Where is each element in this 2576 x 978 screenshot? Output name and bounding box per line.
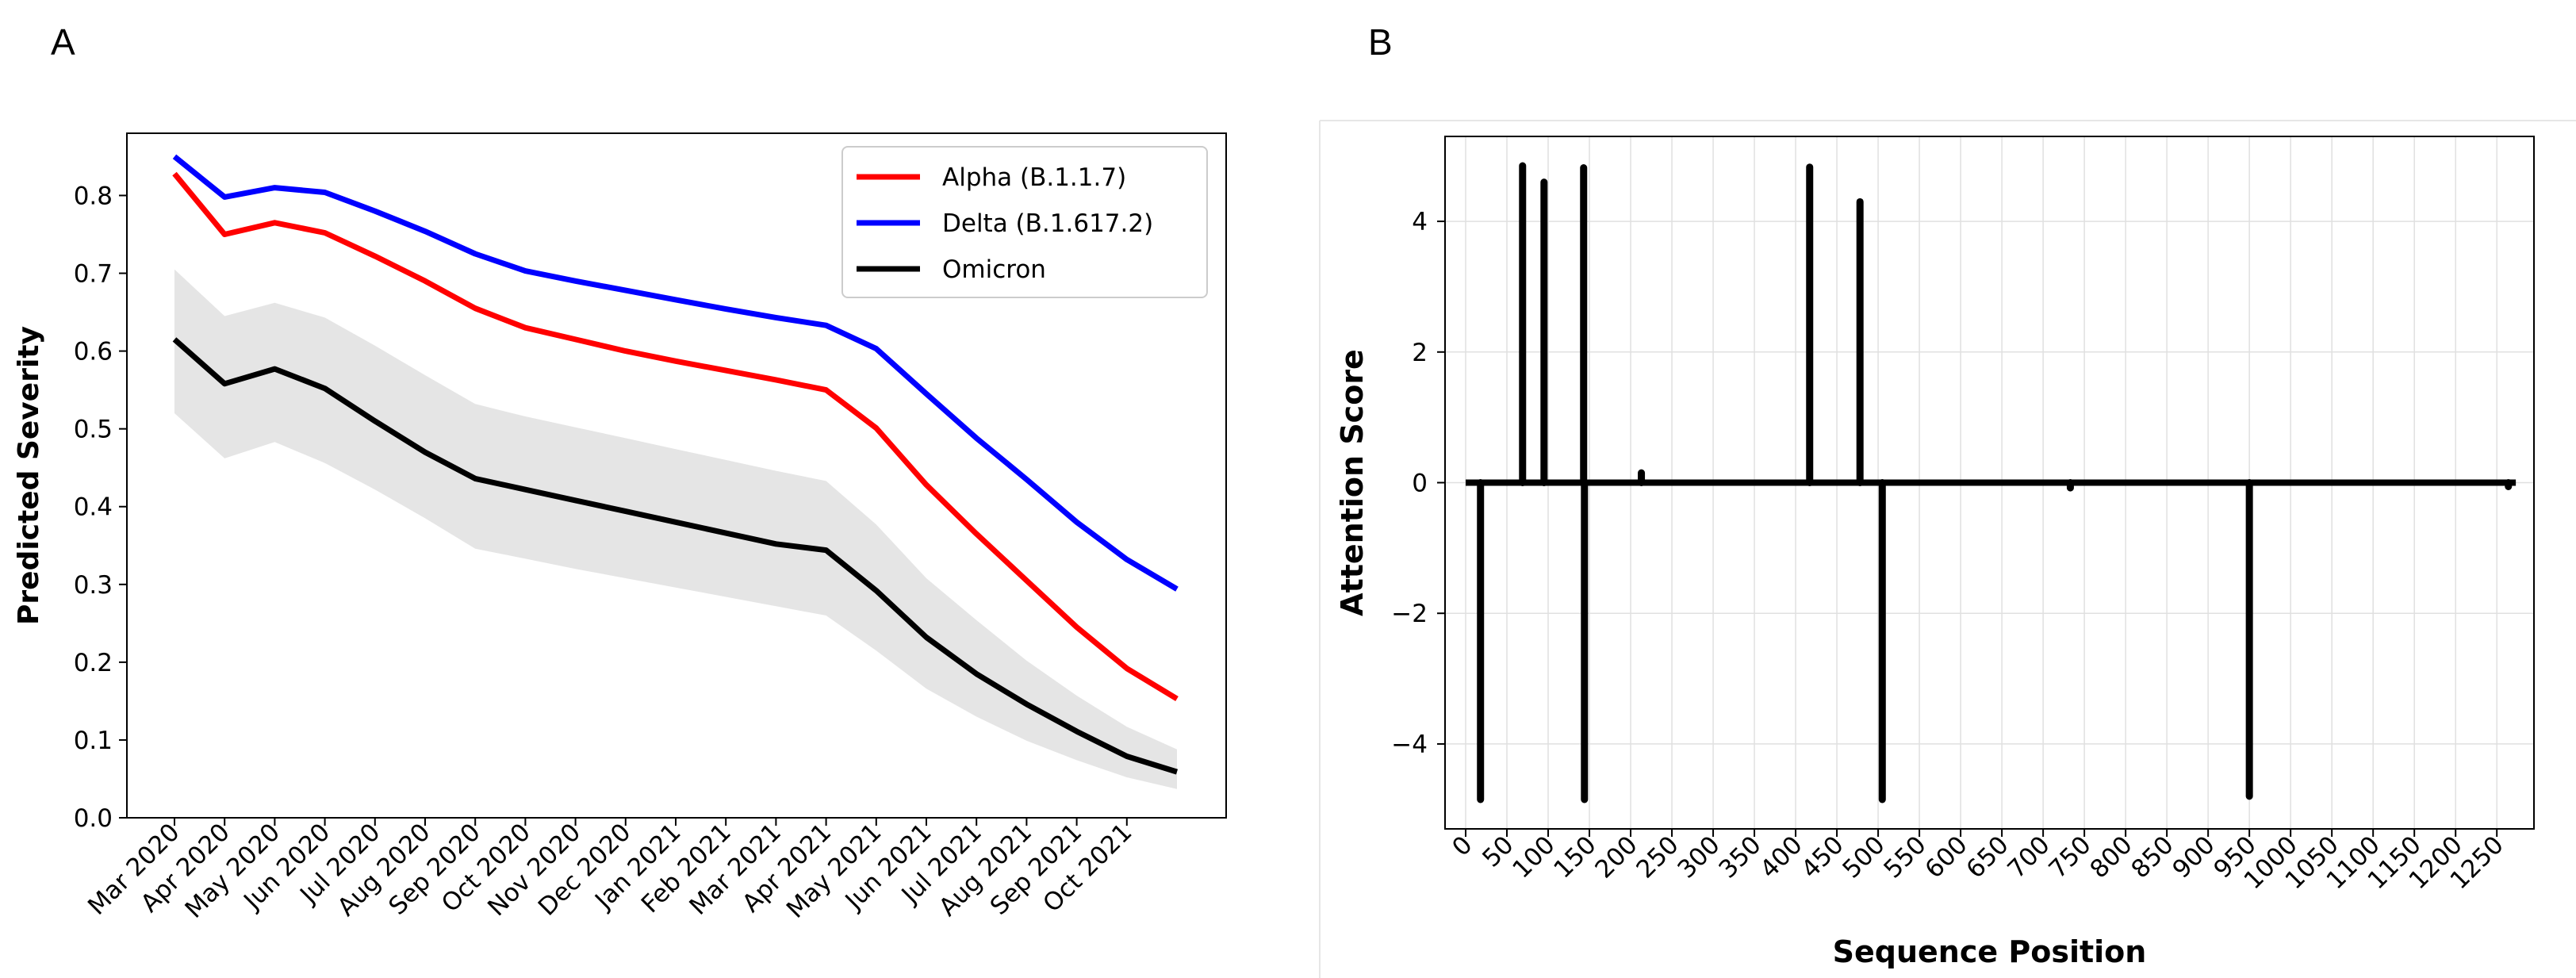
chart-a-omicron-band — [174, 269, 1177, 789]
chart-b-xtick-label: 900 — [2168, 830, 2221, 884]
chart-b-attention: −4−2024050100150200250300350400450500550… — [1319, 120, 2576, 978]
chart-a-ytick-label: 0.4 — [74, 493, 113, 522]
chart-a-legend-label: Omicron — [942, 255, 1046, 284]
chart-a-ytick-label: 0.2 — [74, 649, 113, 677]
chart-a-series-line-delta — [172, 154, 1179, 592]
chart-b-xtick-label: 550 — [1878, 830, 1931, 884]
chart-b-ytick-label: 0 — [1412, 470, 1428, 498]
chart-a-ytick-label: 0.3 — [74, 571, 113, 600]
chart-a-ytick-label: 0.0 — [74, 804, 113, 833]
chart-b-xtick-label: 300 — [1672, 830, 1725, 884]
chart-b-ytick-label: 4 — [1412, 208, 1428, 236]
chart-b-ytick-label: 2 — [1412, 339, 1428, 367]
chart-b-xtick-label: 0 — [1447, 830, 1478, 861]
chart-a-series-line-alpha — [172, 171, 1179, 701]
chart-a-ytick-label: 0.5 — [74, 416, 113, 444]
chart-a-legend-label: Alpha (B.1.1.7) — [942, 163, 1126, 192]
chart-b-xtick-label: 750 — [2043, 830, 2096, 884]
chart-b-xtick-label: 150 — [1548, 830, 1601, 884]
chart-b-xtick-label: 850 — [2126, 830, 2179, 884]
panel-label-b: B — [1368, 21, 1393, 63]
chart-b-ytick-label: −2 — [1391, 600, 1428, 628]
chart-a-ytick-label: 0.8 — [74, 182, 113, 210]
chart-b-xtick-label: 600 — [1919, 830, 1972, 884]
chart-a-ytick-label: 0.7 — [74, 260, 113, 289]
chart-a-ytick-label: 0.6 — [74, 338, 113, 366]
chart-b-xtick-label: 250 — [1631, 830, 1684, 884]
chart-b-ylabel: Attention Score — [1335, 349, 1370, 616]
chart-b-ytick-label: −4 — [1391, 731, 1428, 759]
panel-label-a: A — [51, 21, 75, 63]
chart-b-xtick-label: 650 — [1961, 830, 2014, 884]
chart-a-ylabel: Predicted Severity — [13, 326, 45, 625]
chart-b-xtick-label: 200 — [1589, 830, 1643, 884]
chart-b-xlabel: Sequence Position — [1833, 934, 2147, 969]
chart-b-xtick-label: 100 — [1507, 830, 1560, 884]
chart-b-xtick-label: 350 — [1713, 830, 1766, 884]
chart-a-series-line-omicron — [172, 337, 1179, 775]
chart-a-legend-label: Delta (B.1.617.2) — [942, 209, 1153, 238]
chart-b-xtick-label: 450 — [1796, 830, 1849, 884]
chart-b-xtick-label: 700 — [2002, 830, 2055, 884]
chart-b-xtick-label: 500 — [1837, 830, 1890, 884]
chart-a-legend-box — [841, 146, 1208, 298]
chart-b-xtick-label: 800 — [2084, 830, 2137, 884]
chart-a-ytick-label: 0.1 — [74, 727, 113, 755]
chart-b-xtick-label: 400 — [1754, 830, 1807, 884]
